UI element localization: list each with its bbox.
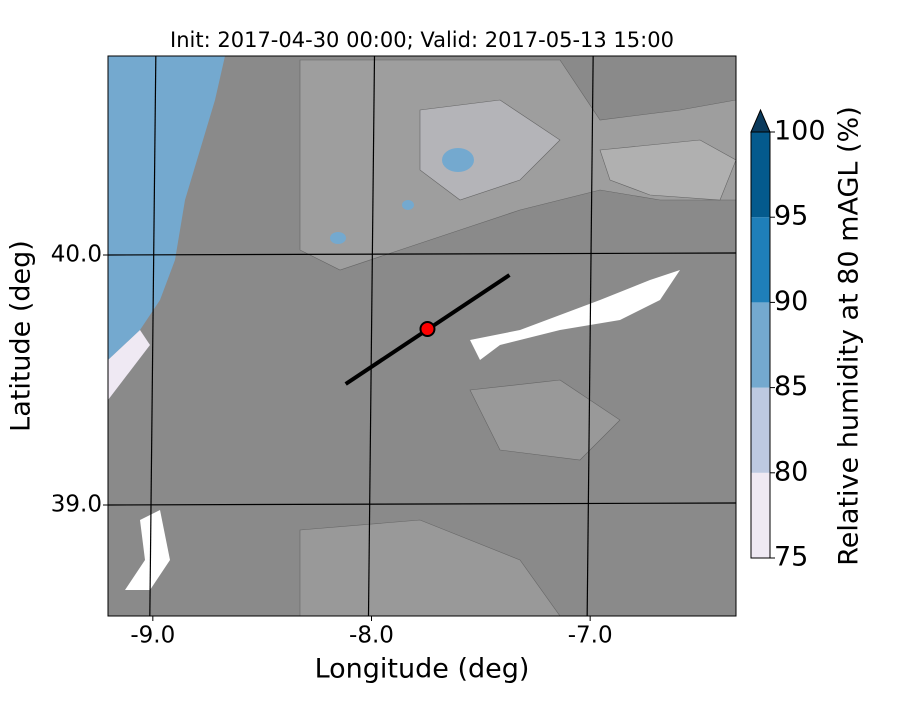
humid-patch	[330, 232, 346, 244]
relief-patch	[299, 519, 561, 616]
y-tick-label: 39.0	[51, 492, 102, 518]
graticule-line	[149, 55, 157, 617]
colorbar-segment	[751, 387, 770, 473]
colorbar-segment	[751, 217, 770, 303]
colorbar-tick-label: 85	[774, 371, 808, 402]
x-axis-label: Longitude (deg)	[315, 654, 530, 685]
relief-patch	[599, 139, 736, 201]
colorbar-frame	[750, 131, 771, 559]
colorbar-extension	[750, 108, 771, 133]
plot	[107, 55, 737, 617]
plot-frame	[107, 55, 737, 617]
colorbar-segment	[751, 302, 770, 388]
colorbar-tick-label: 100	[774, 116, 826, 147]
x-tick-label: -8.0	[349, 623, 394, 649]
y-axis-label: Latitude (deg)	[6, 240, 37, 432]
y-tick-label: 40.0	[51, 242, 102, 268]
colorbar-tick-label: 75	[774, 542, 808, 573]
colorbar-label: Relative humidity at 80 mAGL (%)	[834, 106, 865, 566]
graticule-line	[367, 55, 376, 617]
graticule-line	[107, 502, 737, 506]
colorbar-tick-label: 80	[774, 456, 808, 487]
colorbar-tick-label: 95	[774, 201, 808, 232]
x-tick-label: -9.0	[130, 623, 175, 649]
ocean-edge	[108, 330, 150, 400]
water-body	[125, 510, 170, 590]
water-body	[470, 270, 680, 360]
title: Init: 2017-04-30 00:00; Valid: 2017-05-1…	[170, 28, 674, 52]
map-background	[108, 56, 736, 616]
humid-patch	[442, 148, 474, 172]
colorbar-tick-label: 90	[774, 286, 808, 317]
x-tick-label: -7.0	[568, 623, 613, 649]
graticule-line	[107, 252, 737, 256]
humid-patch	[402, 200, 414, 210]
relief-patch	[469, 379, 621, 461]
graticule-line	[586, 55, 594, 617]
colorbar-segment	[751, 472, 770, 558]
ocean	[108, 56, 225, 360]
relief-patch	[419, 99, 561, 201]
colorbar-segment	[751, 132, 770, 218]
site-marker	[419, 321, 436, 337]
